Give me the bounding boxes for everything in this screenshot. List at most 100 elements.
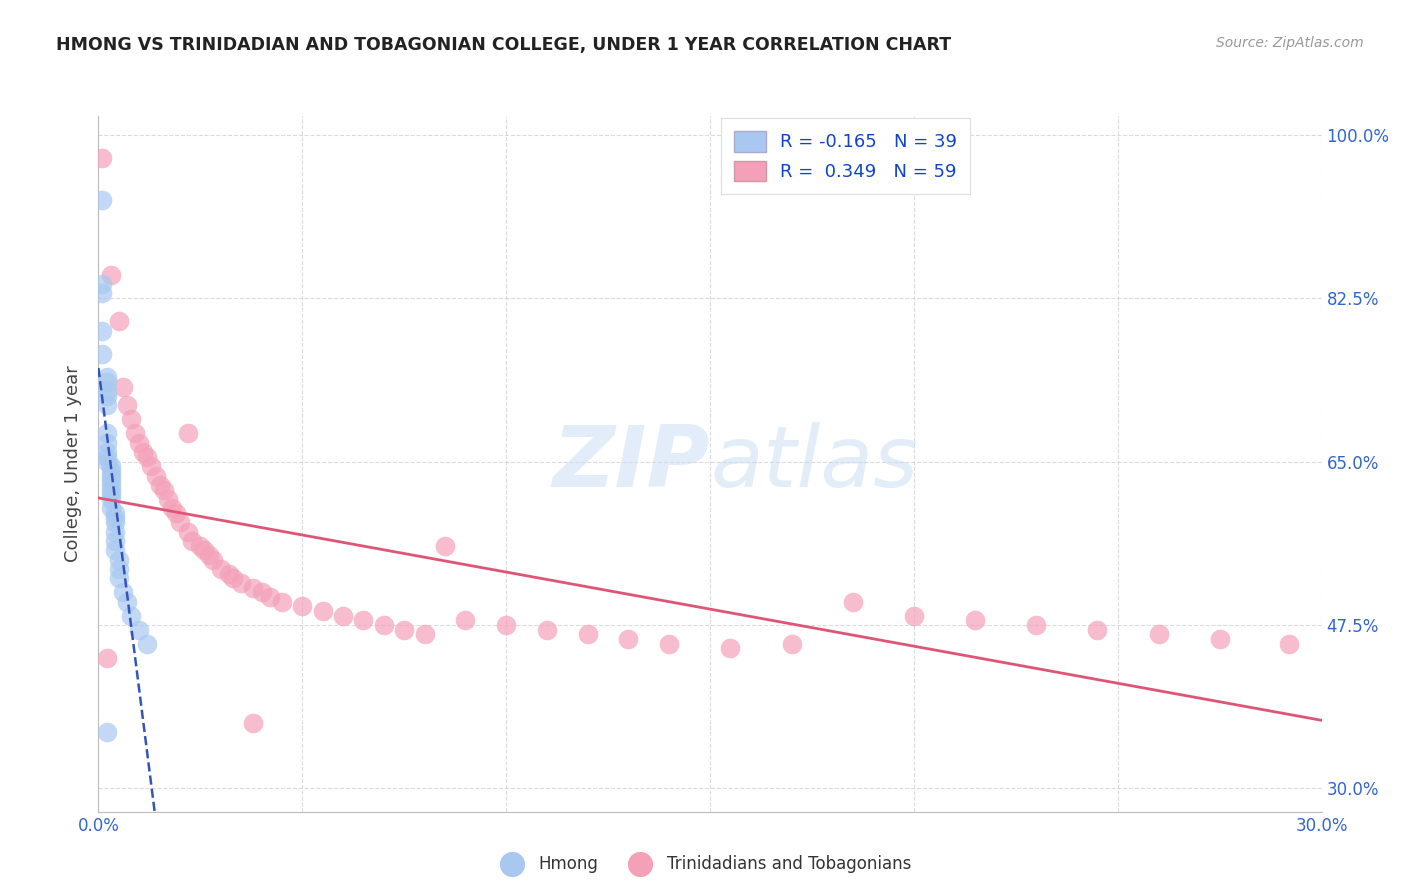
Point: [96, 450, 118, 464]
Point: [658, 637, 681, 651]
Point: [231, 575, 253, 590]
Point: [136, 450, 159, 464]
Legend: R = -0.165   N = 39, R =  0.349   N = 59: R = -0.165 N = 39, R = 0.349 N = 59: [721, 118, 970, 194]
Point: [177, 524, 200, 539]
Point: [188, 539, 212, 553]
Point: [128, 435, 150, 450]
Y-axis label: College, Under 1 year: College, Under 1 year: [65, 366, 83, 562]
Point: [100, 491, 122, 506]
Point: [332, 608, 354, 623]
Point: [352, 613, 374, 627]
Point: [193, 543, 215, 558]
Point: [145, 468, 167, 483]
Point: [96, 384, 118, 399]
Point: [1025, 618, 1047, 632]
Point: [100, 478, 122, 492]
Point: [413, 627, 436, 641]
Point: [242, 581, 264, 595]
Point: [100, 487, 122, 501]
Point: [152, 483, 174, 497]
Point: [242, 716, 264, 731]
Point: [104, 533, 127, 548]
Point: [104, 510, 127, 524]
Point: [115, 594, 138, 608]
Text: ZIP: ZIP: [553, 422, 710, 506]
Point: [120, 412, 142, 426]
Point: [115, 399, 138, 413]
Point: [454, 613, 477, 627]
Point: [270, 594, 294, 608]
Point: [96, 725, 118, 739]
Point: [218, 566, 240, 581]
Point: [156, 491, 179, 506]
Point: [841, 594, 863, 608]
Point: [128, 623, 150, 637]
Point: [100, 468, 122, 483]
Point: [100, 459, 122, 474]
Point: [104, 524, 127, 539]
Point: [720, 641, 742, 656]
Point: [392, 623, 416, 637]
Point: [100, 464, 122, 478]
Point: [177, 426, 200, 441]
Point: [108, 571, 131, 585]
Point: [169, 515, 191, 529]
Point: [108, 552, 131, 566]
Point: [91, 324, 114, 338]
Point: [250, 585, 273, 599]
Point: [197, 548, 219, 562]
Point: [149, 478, 172, 492]
Point: [96, 454, 118, 468]
Point: [495, 618, 517, 632]
Point: [132, 445, 155, 459]
Point: [536, 623, 558, 637]
Legend: Hmong, Trinidadians and Tobagonians: Hmong, Trinidadians and Tobagonians: [488, 848, 918, 880]
Point: [111, 585, 134, 599]
Point: [91, 151, 114, 165]
Point: [222, 571, 245, 585]
Point: [434, 539, 457, 553]
Point: [373, 618, 395, 632]
Point: [181, 533, 204, 548]
Point: [165, 506, 187, 520]
Point: [104, 515, 127, 529]
Point: [96, 426, 118, 441]
Point: [100, 483, 122, 497]
Point: [312, 604, 335, 618]
Point: [259, 590, 281, 604]
Point: [903, 608, 925, 623]
Text: Source: ZipAtlas.com: Source: ZipAtlas.com: [1216, 36, 1364, 50]
Point: [617, 632, 640, 646]
Point: [91, 277, 114, 291]
Point: [108, 562, 131, 576]
Text: HMONG VS TRINIDADIAN AND TOBAGONIAN COLLEGE, UNDER 1 YEAR CORRELATION CHART: HMONG VS TRINIDADIAN AND TOBAGONIAN COLL…: [56, 36, 952, 54]
Point: [91, 286, 114, 301]
Point: [91, 347, 114, 361]
Point: [96, 445, 118, 459]
Point: [108, 314, 131, 328]
Point: [209, 562, 232, 576]
Point: [160, 501, 183, 516]
Point: [100, 268, 122, 282]
Point: [111, 380, 134, 394]
Point: [780, 637, 803, 651]
Point: [141, 459, 163, 474]
Point: [291, 599, 314, 614]
Point: [96, 389, 118, 403]
Point: [96, 399, 118, 413]
Point: [1278, 637, 1301, 651]
Point: [96, 375, 118, 389]
Point: [136, 637, 159, 651]
Point: [104, 506, 127, 520]
Point: [1085, 623, 1108, 637]
Point: [100, 501, 122, 516]
Text: atlas: atlas: [710, 422, 918, 506]
Point: [201, 552, 224, 566]
Point: [91, 193, 114, 207]
Point: [104, 543, 127, 558]
Point: [120, 608, 142, 623]
Point: [96, 435, 118, 450]
Point: [965, 613, 987, 627]
Point: [100, 473, 122, 487]
Point: [1147, 627, 1170, 641]
